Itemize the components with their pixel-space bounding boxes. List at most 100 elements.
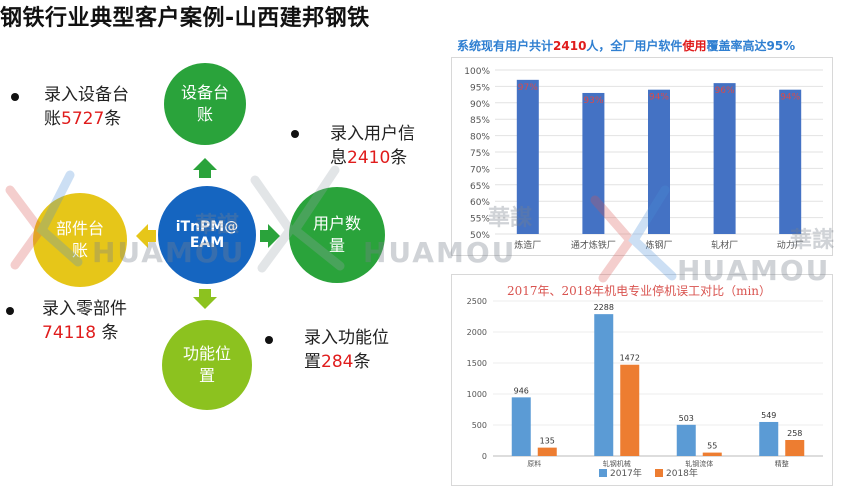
data-label: 503: [679, 414, 694, 423]
user-count-label-2: 量: [328, 236, 345, 255]
downtime-chart-title: 2017年、2018年机电专业停机误工对比（min）: [506, 284, 772, 298]
annotation-users-line1: 录入用户信: [330, 124, 415, 144]
chart-header: 系统现有用户共计2410人，全厂用户软件使用覆盖率高达95%: [457, 37, 795, 54]
data-label: 94%: [780, 93, 800, 103]
annotation-equipment: 录入设备台 账5727条: [44, 83, 129, 131]
watermark-text-center: HUAMOU: [363, 236, 517, 269]
x-tick-label: 原料: [527, 459, 541, 468]
annotation-users-line2: 息: [330, 148, 347, 168]
y-tick-label: 55%: [470, 215, 490, 225]
page-title: 钢铁行业典型客户案例-山西建邦钢铁: [0, 6, 370, 31]
annotation-equipment-value: 5727: [61, 109, 105, 129]
watermark-logo-center: [250, 165, 345, 273]
diagram-arrows: [136, 158, 280, 309]
coverage-chart: 50% 55% 60% 65% 70% 75% 80% 85% 90% 95% 100% 97% 炼造厂…: [464, 67, 823, 251]
user-count-node: 用户数量: [289, 187, 385, 283]
watermark-logo-right: [590, 185, 677, 283]
arrow-up: [193, 158, 217, 178]
watermark-cn-center: 華謀: [488, 206, 533, 231]
data-label: 97%: [518, 83, 538, 93]
bar: [648, 89, 670, 235]
data-label: 94%: [649, 93, 669, 103]
annotation-functions-line1: 录入功能位: [304, 328, 389, 348]
arrow-down: [193, 289, 217, 309]
y-tick-label: 1000: [467, 390, 487, 399]
y-tick-label: 70%: [470, 165, 490, 175]
y-tick-label: 100%: [464, 67, 490, 77]
y-tick-label: 0: [482, 452, 487, 461]
x-tick-label: 通才炼铁厂: [571, 239, 616, 251]
parts-ledger-label-1: 部件台: [55, 219, 104, 238]
watermark-text-right: HUAMOU: [677, 254, 831, 287]
y-tick-label: 90%: [470, 100, 490, 110]
eam-center-label-1: iTnPM@: [175, 219, 239, 235]
annotation-functions-line2: 置: [304, 352, 321, 372]
chart-header-part3: 覆盖率高达95%: [706, 39, 796, 53]
bar: [713, 83, 736, 235]
legend-label: 2018年: [666, 467, 698, 479]
bar-series-2: [537, 447, 557, 456]
y-tick-label: 2000: [467, 328, 487, 337]
bar: [582, 92, 605, 235]
annotation-users-value: 2410: [347, 148, 391, 168]
watermark-cn-left: 華謀: [195, 213, 240, 238]
x-tick-label: 精整: [775, 459, 789, 468]
data-label: 1472: [620, 354, 640, 363]
x-tick-label: 动力厂: [777, 239, 804, 251]
function-location-node: 功能位置: [162, 320, 252, 410]
legend-label: 2017年: [610, 467, 642, 479]
bullet-functions: [265, 336, 273, 344]
x-tick-label: 轧钢流体: [685, 459, 713, 468]
data-label: 258: [787, 429, 802, 438]
data-label: 55: [707, 442, 717, 451]
chart-header-value: 2410: [553, 39, 587, 53]
watermark-cn-right: 華謀: [790, 228, 835, 253]
annotation-functions-value: 284: [321, 352, 354, 372]
bar-series-2: [620, 364, 640, 456]
bar-series-1: [594, 314, 614, 456]
x-tick-label: 轧钢机械: [603, 459, 631, 468]
bar: [779, 89, 802, 235]
legend-swatch: [655, 469, 663, 477]
bullet-parts: [6, 307, 14, 315]
data-label: 96%: [715, 86, 735, 96]
watermark-logo-left: [5, 170, 83, 270]
x-tick-label: 轧材厂: [711, 239, 738, 251]
bar-series-1: [759, 421, 779, 456]
user-count-label-1: 用户数: [312, 214, 361, 233]
arrow-right: [260, 224, 280, 248]
eam-center-label-2: EAM: [189, 235, 225, 251]
y-tick-label: 75%: [470, 149, 490, 159]
bar-series-2: [785, 440, 805, 456]
legend-swatch: [599, 469, 607, 477]
equipment-ledger-label-1: 设备台: [180, 83, 229, 102]
parts-ledger-label-2: 账: [71, 241, 88, 260]
annotation-users-suffix: 条: [390, 148, 408, 168]
annotation-users: 录入用户信 息2410条: [330, 122, 415, 170]
function-location-label-1: 功能位: [182, 344, 231, 363]
y-tick-label: 80%: [470, 133, 490, 143]
y-tick-label: 95%: [470, 83, 490, 93]
data-label: 93%: [583, 96, 603, 106]
annotation-equipment-line1: 录入设备台: [44, 85, 129, 105]
y-tick-label: 1500: [467, 359, 487, 368]
parts-ledger-node: 部件台账: [33, 193, 127, 287]
annotation-functions-suffix: 条: [353, 352, 371, 372]
data-label: 2288: [594, 303, 614, 312]
chart-header-part1: 系统现有用户共计: [457, 39, 554, 53]
x-tick-label: 炼钢厂: [645, 239, 672, 251]
function-location-label-2: 置: [198, 366, 215, 385]
bullet-users: [291, 130, 299, 138]
bar: [516, 79, 539, 234]
y-tick-label: 50%: [470, 231, 490, 241]
data-label: 549: [761, 411, 776, 420]
y-tick-label: 65%: [470, 182, 490, 192]
data-label: 135: [540, 437, 555, 446]
annotation-parts-suffix: 条: [96, 323, 119, 343]
x-tick-label: 炼造厂: [514, 239, 541, 251]
y-tick-label: 500: [472, 421, 487, 430]
annotation-parts: 录入零部件 74118 条: [42, 297, 127, 345]
y-tick-label: 85%: [470, 116, 490, 126]
annotation-parts-value: 74118: [42, 323, 97, 343]
